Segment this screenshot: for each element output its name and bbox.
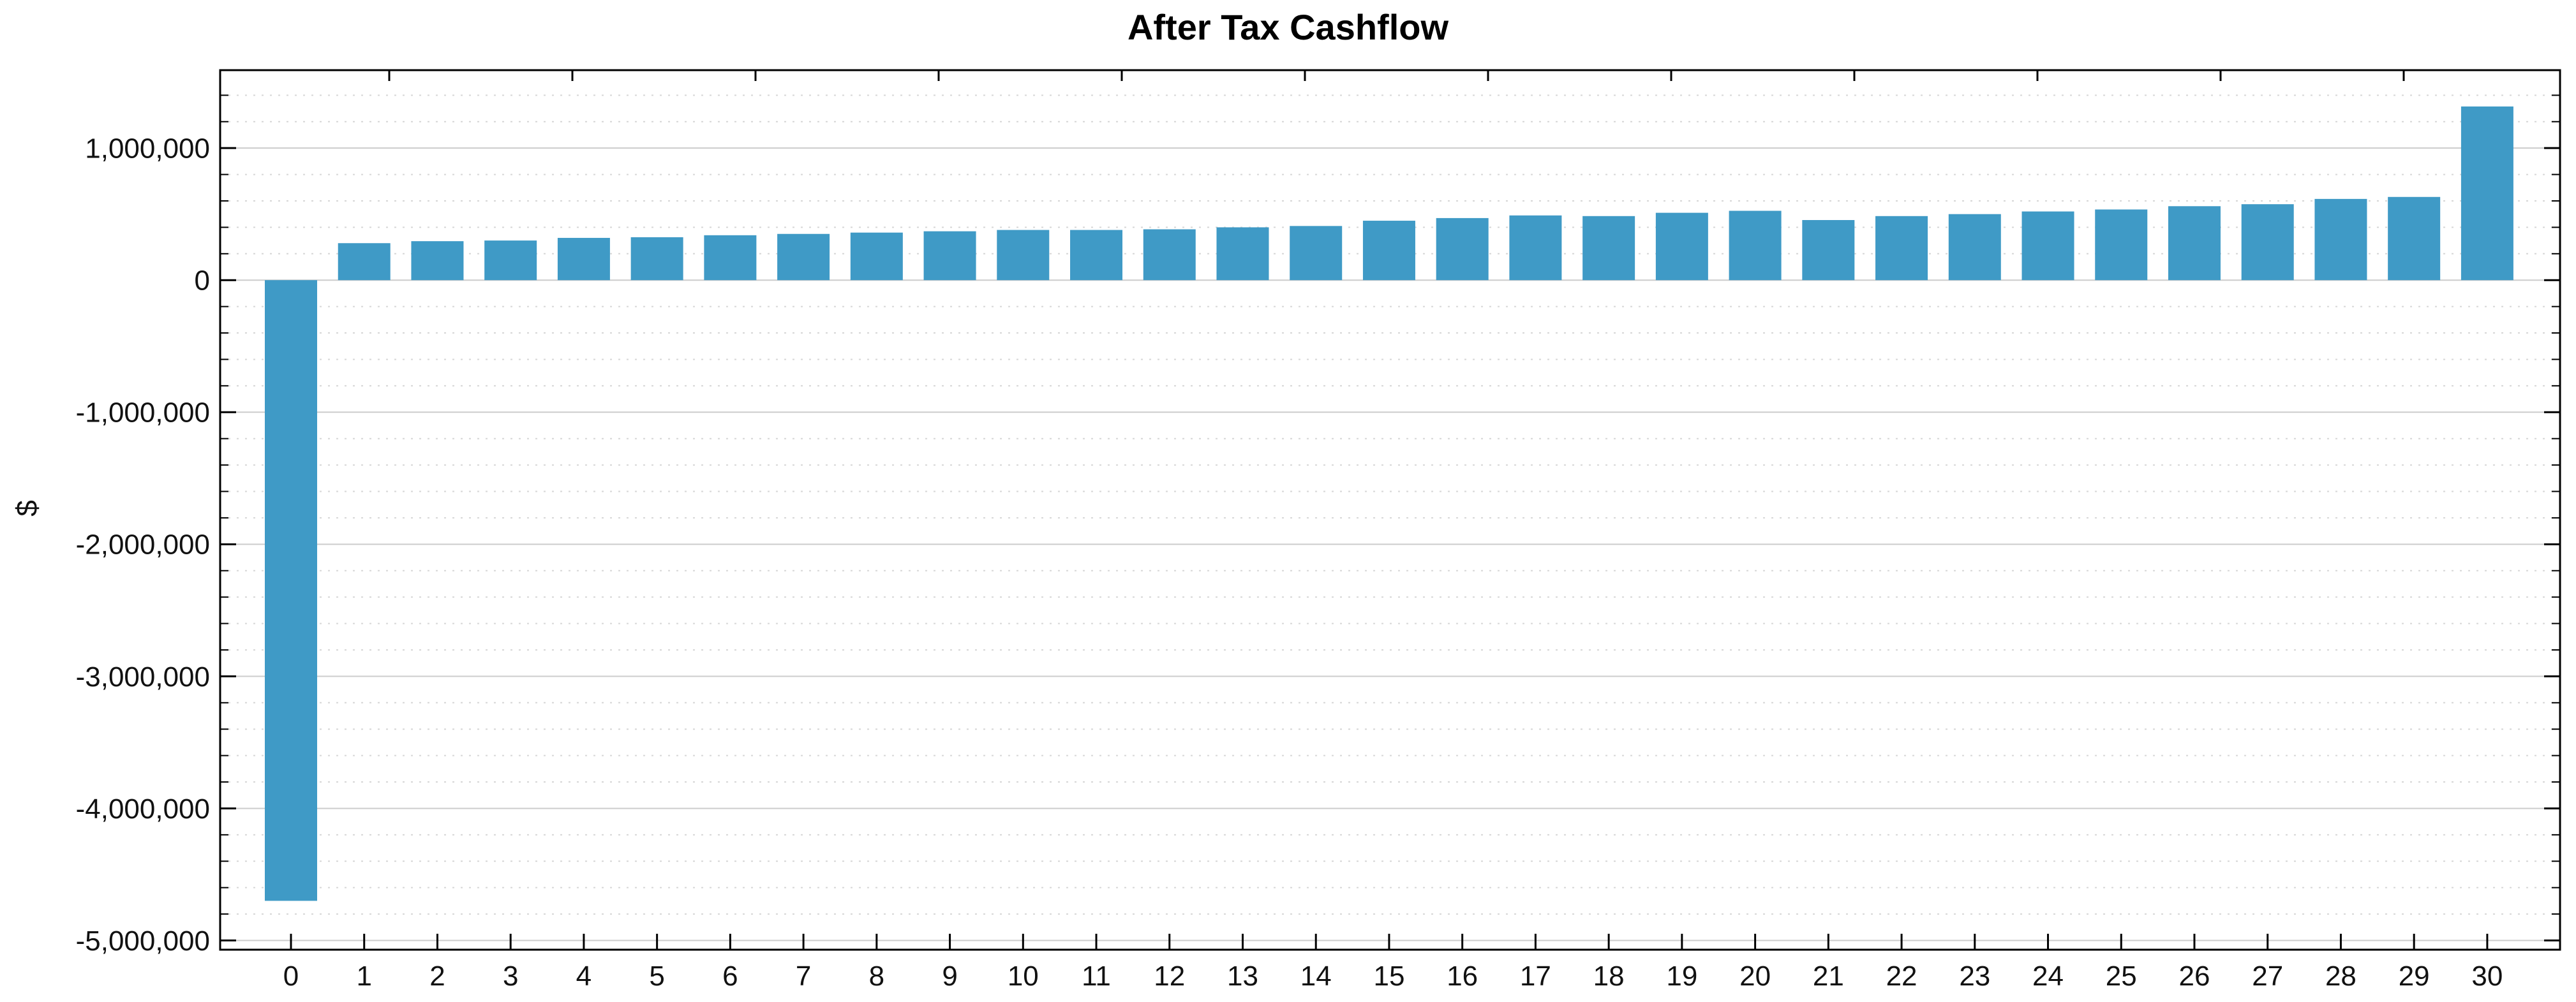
x-tick-label: 11 [1082, 961, 1111, 992]
chart-title: After Tax Cashflow [1127, 7, 1449, 47]
bar-year-6 [704, 235, 757, 281]
y-tick-label: -5,000,000 [76, 925, 210, 957]
x-tick-label: 7 [796, 961, 811, 992]
x-tick-label: 23 [1959, 961, 1990, 992]
bar-year-13 [1216, 227, 1269, 281]
bar-year-4 [557, 237, 610, 281]
bar-year-18 [1582, 216, 1635, 281]
x-tick-label: 18 [1593, 961, 1625, 992]
x-tick-label: 6 [722, 961, 738, 992]
bar-year-8 [850, 232, 903, 281]
x-tick-label: 12 [1154, 961, 1185, 992]
bar-year-19 [1655, 212, 1708, 281]
bar-year-3 [484, 240, 537, 281]
x-tick-label: 17 [1520, 961, 1551, 992]
x-tick-label: 8 [869, 961, 884, 992]
bar-year-27 [2241, 204, 2294, 281]
bar-year-11 [1070, 230, 1123, 281]
bar-year-12 [1143, 229, 1196, 281]
bar-year-2 [411, 241, 464, 281]
bar-year-16 [1436, 217, 1489, 281]
y-tick-label: 0 [195, 265, 210, 297]
x-tick-label: 0 [283, 961, 299, 992]
bar-year-17 [1509, 215, 1562, 281]
x-tick-label: 2 [429, 961, 445, 992]
x-tick-label: 4 [576, 961, 592, 992]
x-tick-label: 30 [2471, 961, 2503, 992]
x-tick-label: 9 [942, 961, 957, 992]
bar-year-9 [923, 231, 976, 281]
x-tick-label: 28 [2325, 961, 2356, 992]
bar-year-0 [265, 280, 317, 901]
bar-year-23 [1948, 214, 2001, 281]
x-tick-label: 1 [356, 961, 371, 992]
y-tick-label: 1,000,000 [85, 133, 210, 165]
bar-year-7 [777, 233, 830, 281]
bar-year-28 [2314, 198, 2367, 281]
bar-year-29 [2388, 196, 2441, 281]
bar-year-30 [2461, 106, 2513, 281]
bar-year-1 [338, 243, 391, 281]
x-tick-label: 10 [1008, 961, 1039, 992]
x-tick-label: 13 [1227, 961, 1258, 992]
x-tick-label: 24 [2032, 961, 2064, 992]
x-tick-label: 5 [649, 961, 664, 992]
bar-year-10 [997, 230, 1050, 281]
bar-year-20 [1729, 210, 1782, 281]
x-tick-label: 3 [503, 961, 518, 992]
bar-year-21 [1802, 220, 1855, 281]
x-tick-label: 26 [2179, 961, 2210, 992]
x-tick-label: 21 [1813, 961, 1844, 992]
y-axis-label: $ [10, 500, 43, 517]
x-tick-label: 22 [1886, 961, 1917, 992]
x-tick-label: 16 [1447, 961, 1478, 992]
y-tick-label: -3,000,000 [76, 661, 210, 693]
x-tick-label: 25 [2106, 961, 2137, 992]
x-tick-label: 20 [1739, 961, 1771, 992]
x-tick-label: 27 [2252, 961, 2283, 992]
bar-year-14 [1290, 226, 1343, 281]
y-tick-label: -4,000,000 [76, 793, 210, 825]
x-tick-label: 15 [1373, 961, 1404, 992]
bar-year-24 [2021, 211, 2074, 281]
x-tick-label: 19 [1666, 961, 1697, 992]
plot-border [219, 69, 2561, 951]
bar-year-25 [2095, 209, 2148, 281]
bar-year-26 [2168, 206, 2221, 281]
y-tick-label: -2,000,000 [76, 529, 210, 561]
x-tick-label: 29 [2399, 961, 2430, 992]
bar-year-15 [1362, 221, 1415, 281]
y-tick-label: -1,000,000 [76, 397, 210, 429]
bar-year-5 [630, 237, 683, 281]
x-tick-label: 14 [1300, 961, 1332, 992]
bar-year-22 [1875, 216, 1928, 281]
